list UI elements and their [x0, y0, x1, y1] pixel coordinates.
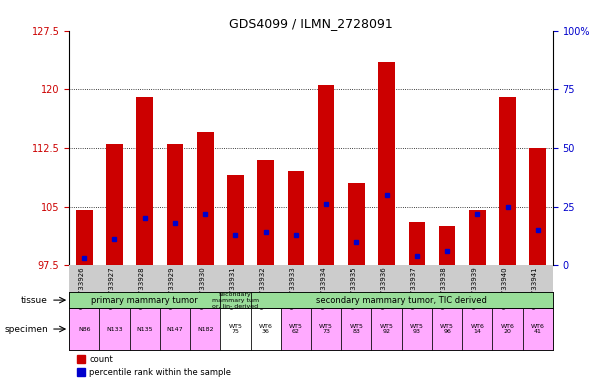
Bar [462, 308, 492, 350]
Text: WT5
92: WT5 92 [380, 324, 394, 334]
Bar [499, 97, 516, 265]
Text: GSM733928: GSM733928 [139, 266, 145, 309]
Bar [221, 308, 251, 350]
Text: GSM733932: GSM733932 [260, 266, 266, 309]
Bar [99, 308, 130, 350]
Bar [288, 171, 304, 265]
Legend: count, percentile rank within the sample: count, percentile rank within the sample [73, 351, 234, 380]
Bar [529, 148, 546, 265]
Text: GSM733929: GSM733929 [169, 266, 175, 309]
Bar [251, 308, 281, 350]
Bar [227, 175, 244, 265]
Title: GDS4099 / ILMN_2728091: GDS4099 / ILMN_2728091 [229, 17, 393, 30]
Bar [130, 308, 160, 350]
Text: GSM733931: GSM733931 [230, 266, 236, 309]
Bar [221, 293, 251, 308]
Text: secondary mammary tumor, TIC derived: secondary mammary tumor, TIC derived [316, 296, 487, 305]
Bar [318, 85, 334, 265]
Bar [341, 308, 371, 350]
Text: GSM733936: GSM733936 [380, 266, 386, 309]
Text: N135: N135 [136, 326, 153, 331]
Bar [76, 210, 93, 265]
Bar [197, 132, 213, 265]
Bar [311, 308, 341, 350]
Text: WT5
83: WT5 83 [349, 324, 364, 334]
Bar [166, 144, 183, 265]
Text: WT5
96: WT5 96 [440, 324, 454, 334]
Text: WT5
73: WT5 73 [319, 324, 333, 334]
Text: GSM733930: GSM733930 [199, 266, 205, 309]
Text: tissue: tissue [21, 296, 48, 305]
Text: WT6
41: WT6 41 [531, 324, 545, 334]
Bar [136, 97, 153, 265]
Text: secondary
mammary tum
or, lin- derived: secondary mammary tum or, lin- derived [212, 292, 259, 308]
Bar [190, 308, 221, 350]
Bar [348, 183, 365, 265]
Bar [281, 308, 311, 350]
Bar [378, 62, 395, 265]
Bar [439, 226, 456, 265]
Text: GSM733926: GSM733926 [78, 266, 84, 309]
Bar [257, 160, 274, 265]
Bar [160, 308, 190, 350]
Text: WT6
20: WT6 20 [501, 324, 514, 334]
Bar [432, 308, 462, 350]
Bar [401, 308, 432, 350]
Bar [523, 308, 553, 350]
Text: GSM733927: GSM733927 [108, 266, 114, 309]
Text: GSM733939: GSM733939 [471, 266, 477, 309]
Text: N147: N147 [166, 326, 183, 331]
Text: GSM733940: GSM733940 [502, 266, 508, 309]
Text: GSM733935: GSM733935 [350, 266, 356, 309]
Text: N182: N182 [197, 326, 213, 331]
Text: N86: N86 [78, 326, 91, 331]
Bar [409, 222, 425, 265]
Bar [492, 308, 523, 350]
Text: GSM733938: GSM733938 [441, 266, 447, 309]
Text: primary mammary tumor: primary mammary tumor [91, 296, 198, 305]
Text: WT5
62: WT5 62 [289, 324, 303, 334]
Bar [69, 293, 221, 308]
Text: GSM733933: GSM733933 [290, 266, 296, 309]
Text: GSM733937: GSM733937 [411, 266, 417, 309]
Text: specimen: specimen [4, 324, 48, 334]
Text: WT5
93: WT5 93 [410, 324, 424, 334]
Text: WT5
75: WT5 75 [228, 324, 242, 334]
Bar [106, 144, 123, 265]
Text: WT6
36: WT6 36 [258, 324, 273, 334]
Text: GSM733934: GSM733934 [320, 266, 326, 309]
Bar [469, 210, 486, 265]
Text: N133: N133 [106, 326, 123, 331]
Text: WT6
14: WT6 14 [471, 324, 484, 334]
Bar [371, 308, 401, 350]
Text: GSM733941: GSM733941 [532, 266, 538, 309]
Bar [251, 293, 553, 308]
Bar [69, 308, 99, 350]
